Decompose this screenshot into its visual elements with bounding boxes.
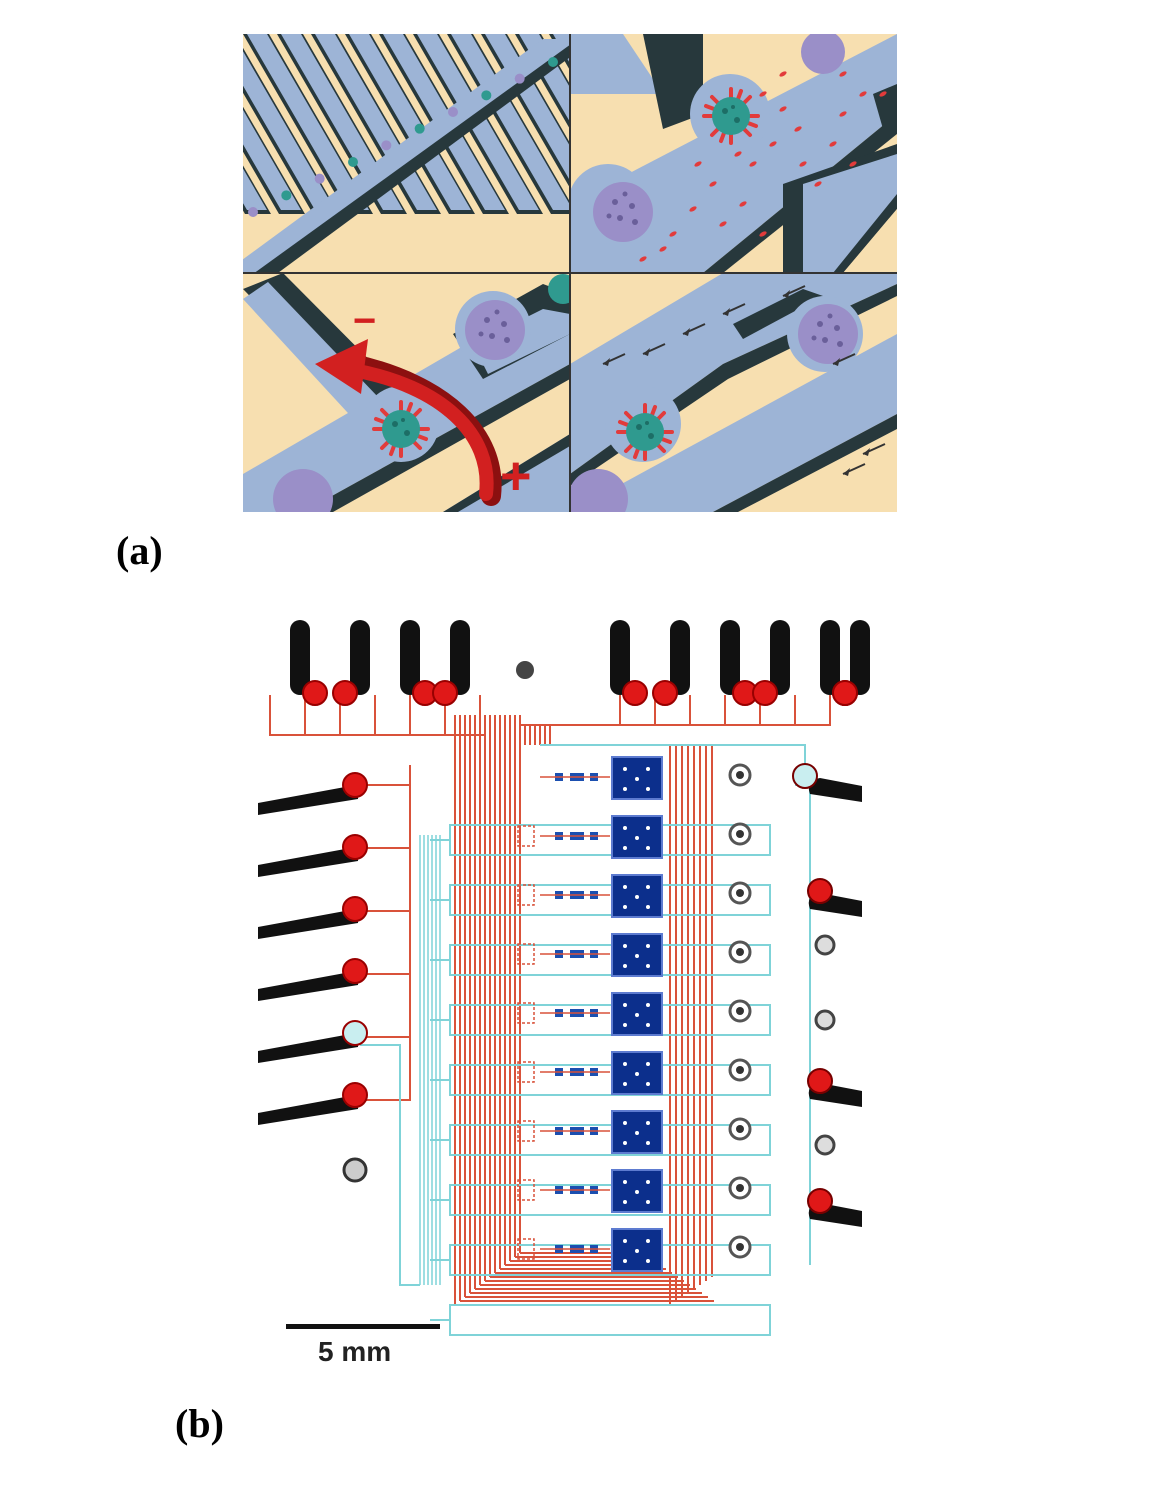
quadrant-trap-zoom: [570, 34, 897, 273]
panel-a-figure: − +: [243, 34, 897, 512]
plus-sign: +: [500, 446, 532, 506]
scale-bar: [286, 1324, 440, 1329]
scale-bar-label: 5 mm: [318, 1336, 392, 1367]
minus-sign: −: [353, 299, 376, 343]
panel-b-chip: [250, 605, 870, 1355]
panel-a-illustration: − +: [243, 34, 897, 512]
quadrant-overview: [243, 34, 570, 273]
panel-b-label: (b): [175, 1401, 224, 1446]
quadrant-electric-field: − +: [243, 273, 570, 512]
panel-a-label: (a): [116, 528, 163, 573]
chip-layout: [250, 605, 870, 1355]
quadrant-elution: [570, 273, 897, 512]
